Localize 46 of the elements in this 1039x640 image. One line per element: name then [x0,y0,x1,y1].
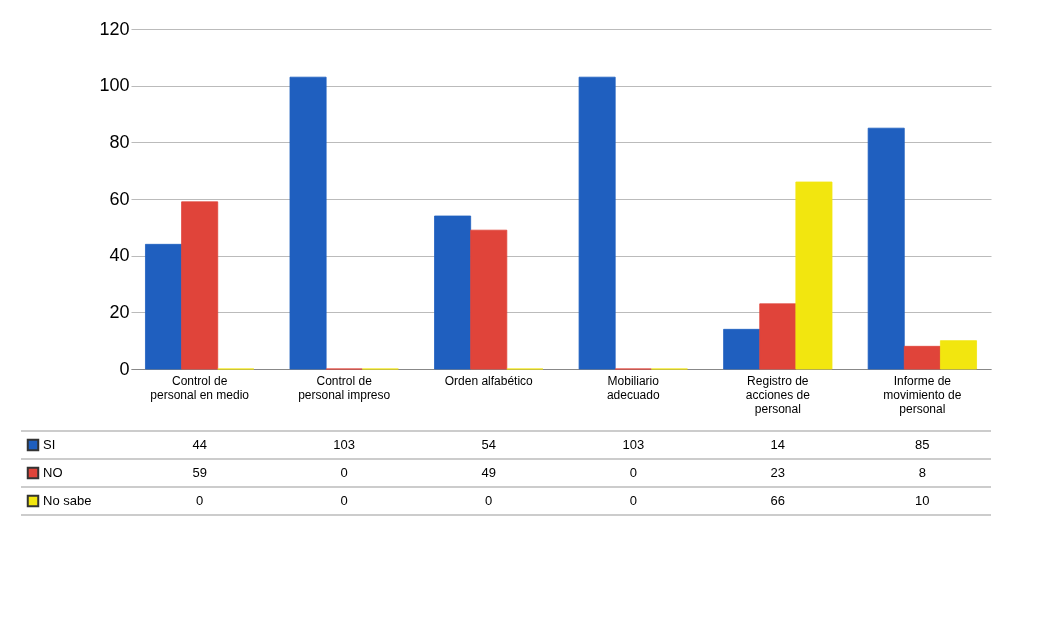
data-label: 66 [770,493,786,508]
y-tick-label: 20 [109,301,130,322]
data-label: 49 [481,465,496,480]
data-label: 0 [340,493,348,508]
data-label: 8 [918,465,926,480]
data-label: 103 [622,437,645,452]
data-label: 0 [629,493,637,508]
x-tick-label: Control de personal en medio [150,373,250,402]
y-tick-label: 40 [109,245,130,266]
legend-label: NO [43,465,63,480]
bar [759,303,797,370]
data-label: 0 [629,465,637,480]
y-tick-label: 60 [109,188,130,209]
data-label: 54 [481,437,496,452]
data-label: 103 [333,437,356,452]
data-label: 10 [915,493,930,508]
bar [867,127,905,370]
bar [903,345,941,370]
legend-label: SI [43,437,56,452]
x-tick-label: Mobiliario adecuado [606,373,660,402]
y-tick-label: 100 [99,75,130,96]
bar [289,76,327,370]
data-label: 0 [485,493,493,508]
data-label: 44 [192,437,207,452]
x-tick-label: Control de personal impreso [298,373,391,402]
x-tick-label: Registro de acciones de personal [745,373,811,416]
data-label: 23 [770,465,786,480]
x-tick-label: Informe de movimiento de personal [883,373,962,416]
bar [578,76,616,370]
legend-label: No sabe [43,493,92,508]
bar [470,229,508,370]
data-label: 59 [192,465,207,480]
y-tick-label: 0 [119,358,130,379]
data-label: 0 [340,465,348,480]
y-tick-label: 120 [99,18,130,39]
data-label: 14 [770,437,786,452]
x-tick-label: Orden alfabético [444,373,534,388]
bar [145,243,182,370]
bar [940,340,977,370]
y-tick-label: 80 [109,131,130,152]
data-label: 0 [196,493,204,508]
bar [723,328,761,370]
bar [434,215,472,370]
bar [795,181,833,370]
bar [181,201,219,370]
data-label: 85 [915,437,930,452]
